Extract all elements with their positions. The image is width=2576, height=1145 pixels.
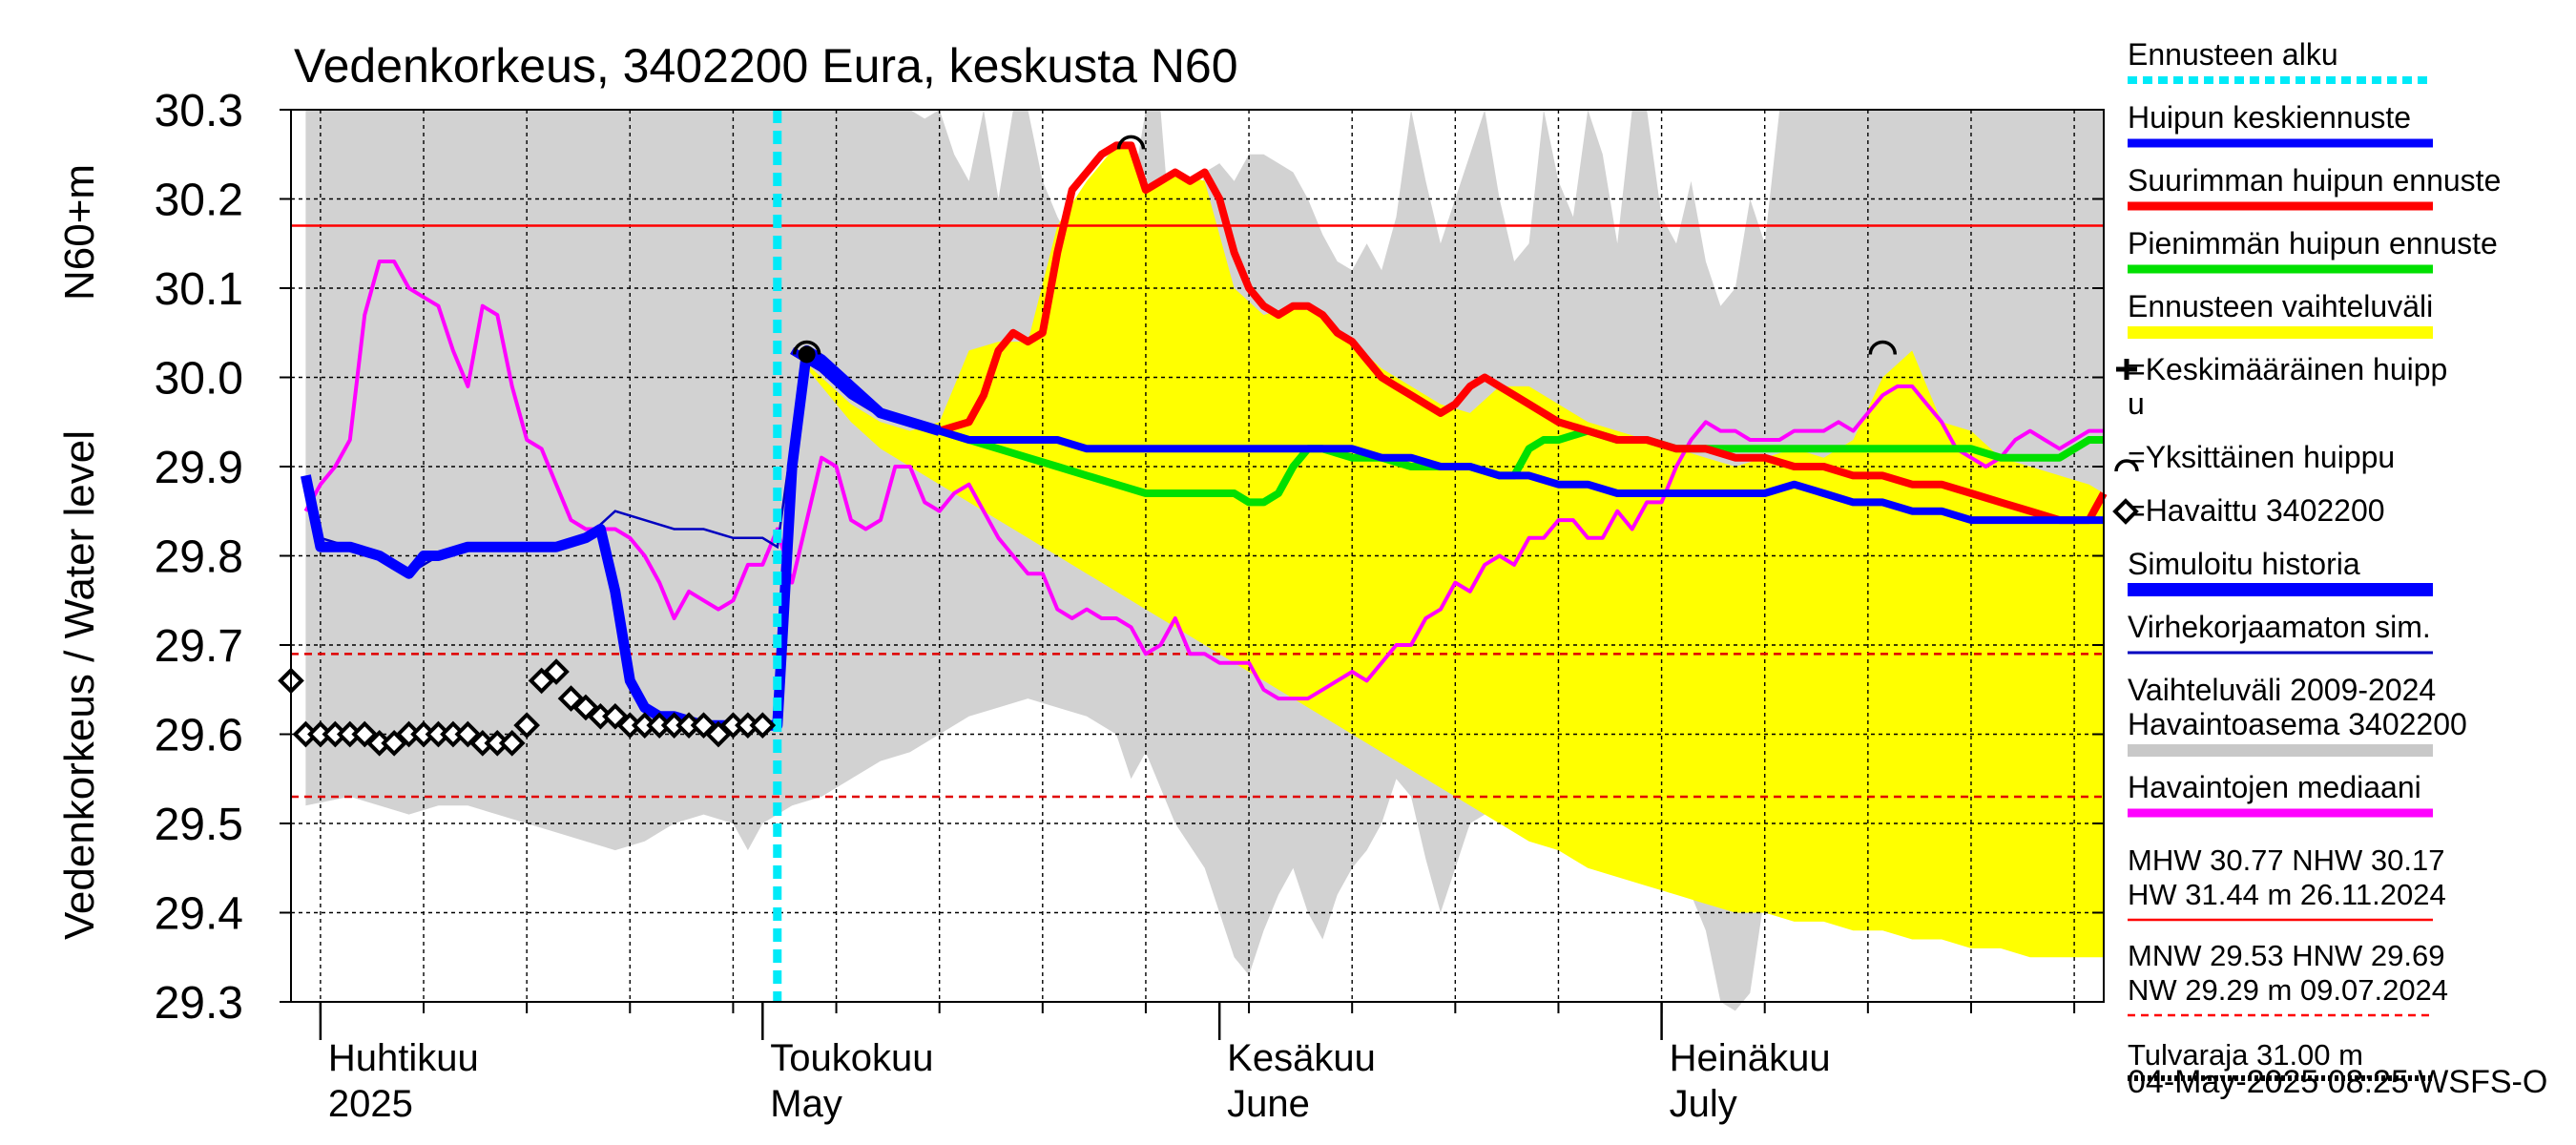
y-tick-label: 30.0 bbox=[155, 354, 243, 405]
legend-label: =Havaittu 3402200 bbox=[2128, 493, 2385, 528]
forecast-range-band bbox=[792, 145, 2105, 958]
legend-label: Huipun keskiennuste bbox=[2128, 100, 2411, 135]
legend-label: u bbox=[2128, 386, 2145, 421]
legend: Ennusteen alku Huipun keskiennuste Suurimm… bbox=[2112, 37, 2501, 1081]
legend-label: Havaintojen mediaani bbox=[2128, 770, 2421, 804]
x-month-sublabel: June bbox=[1227, 1083, 1310, 1125]
x-month-label: Kesäkuu bbox=[1227, 1037, 1376, 1079]
legend-label: Ennusteen vaihteluväli bbox=[2128, 289, 2433, 323]
legend-stat: HW 31.44 m 26.11.2024 bbox=[2128, 878, 2446, 911]
x-month-label: Heinäkuu bbox=[1670, 1037, 1831, 1079]
observed-diamond bbox=[513, 712, 540, 739]
x-month-label: Toukokuu bbox=[770, 1037, 933, 1079]
x-month-sublabel: 2025 bbox=[328, 1083, 413, 1125]
y-tick-label: 30.1 bbox=[155, 264, 243, 315]
series-lines bbox=[301, 110, 2108, 1002]
y-axis-unit-label: N60+m bbox=[56, 164, 103, 301]
x-month-sublabel: July bbox=[1670, 1083, 1737, 1125]
legend-label: =Keskimääräinen huipp bbox=[2128, 352, 2447, 386]
legend-label: Virhekorjaamaton sim. bbox=[2128, 610, 2431, 644]
grid bbox=[291, 109, 2104, 1003]
observed-diamond bbox=[749, 712, 777, 739]
series-suurimman-huipun-ennuste bbox=[790, 141, 2108, 525]
single-peak-marker bbox=[1116, 135, 1146, 150]
y-tick-label: 29.7 bbox=[155, 621, 243, 672]
y-tick-label: 29.5 bbox=[155, 800, 243, 850]
legend-stat: MNW 29.53 HNW 29.69 bbox=[2128, 939, 2445, 972]
observed-diamond bbox=[498, 730, 526, 757]
legend-label: Pienimmän huipun ennuste bbox=[2128, 226, 2498, 260]
observation-markers bbox=[278, 135, 1898, 757]
legend-stat: MHW 30.77 NHW 30.17 bbox=[2128, 843, 2445, 877]
series-huipun-keskiennuste bbox=[790, 346, 2104, 525]
legend-label: Havaintoasema 3402200 bbox=[2128, 707, 2467, 741]
footer-timestamp: 04-May-2025 08:25 WSFS-O bbox=[2128, 1064, 2547, 1100]
y-tick-label: 29.4 bbox=[155, 889, 243, 940]
chart-title: Vedenkorkeus, 3402200 Eura, keskusta N60 bbox=[294, 39, 1238, 93]
legend-swatch bbox=[2128, 326, 2433, 339]
y-tick-label: 29.3 bbox=[155, 978, 243, 1029]
y-tick-label: 29.8 bbox=[155, 532, 243, 583]
legend-diamond-icon bbox=[2112, 498, 2139, 525]
y-tick-label: 30.3 bbox=[155, 86, 243, 136]
forecast-range-area bbox=[792, 145, 2105, 958]
average-peak-marker bbox=[798, 345, 816, 364]
legend-label: Ennusteen alku bbox=[2128, 37, 2338, 72]
y-tick-label: 29.9 bbox=[155, 443, 243, 493]
single-peak-marker bbox=[1868, 340, 1898, 355]
legend-flood-limit: Tulvaraja 31.00 m bbox=[2128, 1038, 2363, 1072]
legend-label: =Yksittäinen huippu bbox=[2128, 440, 2395, 474]
legend-label: Simuloitu historia bbox=[2128, 547, 2360, 581]
legend-label: Vaihteluväli 2009-2024 bbox=[2128, 673, 2436, 707]
legend-swatch bbox=[2128, 744, 2433, 757]
observed-diamond bbox=[543, 658, 570, 685]
legend-stat: NW 29.29 m 09.07.2024 bbox=[2128, 973, 2448, 1007]
axes: 30.3 30.2 30.1 30.0 29.9 29.8 29.7 29.6 29.5 29.4… bbox=[155, 86, 2104, 1125]
single-peak-marker bbox=[792, 340, 821, 355]
x-month-label: Huhtikuu bbox=[328, 1037, 479, 1079]
legend-label: Suurimman huipun ennuste bbox=[2128, 163, 2501, 198]
reference-lines bbox=[291, 224, 2104, 799]
x-month-sublabel: May bbox=[770, 1083, 842, 1125]
y-tick-label: 29.6 bbox=[155, 711, 243, 761]
y-tick-label: 30.2 bbox=[155, 176, 243, 226]
legend-plus-icon bbox=[2116, 359, 2137, 380]
legend-arc-icon bbox=[2114, 459, 2139, 472]
y-axis-label: Vedenkorkeus / Water level bbox=[56, 430, 103, 940]
